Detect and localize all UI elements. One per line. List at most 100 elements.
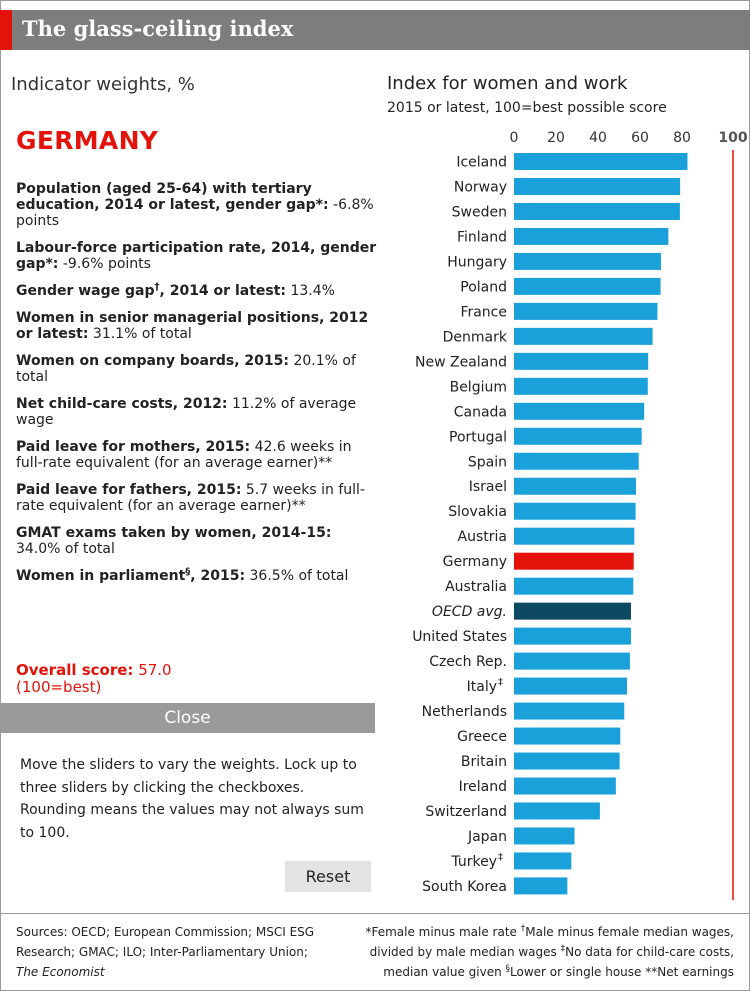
indicator-value: 36.5% of total	[249, 568, 349, 584]
bar	[514, 852, 572, 870]
category-label: Belgium	[450, 379, 507, 395]
indicator-footnote-mark: †	[154, 281, 160, 293]
indicator-label: GMAT exams taken by women, 2014-15:	[16, 525, 332, 541]
indicator-item: Net child-care costs, 2012: 11.2% of ave…	[16, 396, 378, 428]
indicator-label: Women in senior managerial positions, 20…	[16, 310, 369, 342]
indicator-value: 13.4%	[290, 283, 335, 299]
category-label: Netherlands	[422, 704, 507, 720]
x-tick-label: 60	[631, 130, 649, 146]
category-label: Israel	[469, 479, 507, 495]
category-label: Japan	[467, 829, 507, 845]
category-label: OECD avg.	[432, 604, 507, 620]
indicator-item: GMAT exams taken by women, 2014-15: 34.0…	[16, 525, 378, 557]
category-label: Italy	[467, 679, 497, 695]
indicator-item: Gender wage gap†, 2014 or latest: 13.4%	[16, 281, 378, 299]
indicator-value: 11.2% of average wage	[16, 396, 357, 428]
indicator-label: Labour-force participation rate, 2014, g…	[16, 240, 377, 272]
footer-divider	[0, 913, 750, 914]
category-label: Turkey	[450, 854, 497, 870]
category-label: Denmark	[443, 329, 508, 345]
bar	[514, 302, 658, 320]
indicator-item: Paid leave for mothers, 2015: 42.6 weeks…	[16, 439, 378, 471]
bar	[514, 227, 669, 245]
footnotes: *Female minus male rate †Male minus fema…	[359, 922, 734, 982]
bar	[514, 252, 661, 270]
category-label: Iceland	[456, 155, 507, 171]
indicator-footnote-mark: §	[185, 566, 191, 578]
indicator-label: Women in parliament	[16, 568, 186, 584]
category-label: Slovakia	[448, 504, 507, 520]
bar	[514, 627, 631, 645]
x-tick-label: 40	[589, 130, 607, 146]
page-title: The glass-ceiling index	[22, 16, 294, 41]
bar	[514, 552, 634, 570]
footnote-text: *Female minus male rate	[365, 925, 521, 939]
bar	[514, 177, 681, 195]
bar	[514, 527, 635, 545]
indicator-value: -9.6% points	[62, 256, 151, 272]
category-label: Austria	[458, 529, 507, 545]
indicator-label: Population (aged 25-64) with tertiary ed…	[16, 181, 329, 213]
bar	[514, 652, 630, 670]
bar	[514, 477, 637, 495]
x-tick-label: 0	[510, 130, 519, 146]
bar	[514, 602, 631, 620]
overall-score-note: (100=best)	[16, 678, 102, 696]
category-label: South Korea	[422, 879, 507, 895]
bar	[514, 502, 636, 520]
bar	[514, 577, 634, 595]
bar	[514, 752, 620, 770]
indicator-value: 20.1% of total	[16, 353, 356, 385]
category-label: Switzerland	[425, 804, 507, 820]
chart-subtitle: 2015 or latest, 100=best possible score	[387, 100, 667, 116]
indicator-list: Population (aged 25-64) with tertiary ed…	[16, 181, 378, 595]
country-name: GERMANY	[16, 126, 159, 155]
indicator-value: 42.6 weeks in full-rate equivalent (for …	[16, 439, 352, 471]
overall-score-label: Overall score:	[16, 661, 134, 679]
indicator-value: 31.1% of total	[92, 326, 192, 342]
indicator-item: Labour-force participation rate, 2014, g…	[16, 240, 378, 272]
bar	[514, 877, 568, 895]
category-label: Spain	[468, 454, 507, 470]
x-tick-label: 80	[673, 130, 691, 146]
indicator-value: 5.7 weeks in full-rate equivalent (for a…	[16, 482, 365, 514]
header-bar: The glass-ceiling index	[0, 10, 750, 50]
indicator-label: Women on company boards, 2015:	[16, 353, 289, 369]
bar	[514, 153, 688, 170]
footnote-text: No data for child-care costs, median val…	[383, 945, 734, 979]
chart-title: Index for women and work	[387, 73, 628, 94]
indicator-weights-title: Indicator weights, %	[11, 74, 195, 95]
category-label: Australia	[445, 579, 507, 595]
footnote-mark: ‡	[560, 944, 566, 954]
indicator-item: Women in senior managerial positions, 20…	[16, 310, 378, 342]
category-label: Norway	[454, 179, 507, 195]
category-label: Hungary	[447, 254, 507, 270]
category-label: Portugal	[449, 429, 507, 445]
indicator-value: 34.0% of total	[16, 541, 115, 557]
category-label: Czech Rep.	[429, 654, 507, 670]
indicator-value: -6.8% points	[16, 197, 374, 229]
close-button[interactable]: Close	[0, 703, 375, 733]
indicator-label-suffix: , 2014 or latest:	[159, 283, 287, 299]
category-footnote-mark: ‡	[498, 677, 503, 688]
category-label: Sweden	[452, 204, 507, 220]
footnote-text: Male minus female median wages, divided …	[369, 925, 734, 959]
category-label: Britain	[461, 754, 507, 770]
category-label: France	[460, 304, 507, 320]
category-label: New Zealand	[415, 354, 507, 370]
category-label: Finland	[457, 229, 507, 245]
x-tick-label: 100	[718, 130, 747, 146]
instructions-text: Move the sliders to vary the weights. Lo…	[20, 757, 364, 841]
indicator-item: Women in parliament§, 2015: 36.5% of tot…	[16, 566, 378, 584]
bar	[514, 827, 575, 845]
indicator-label: Paid leave for mothers, 2015:	[16, 439, 251, 455]
reset-button[interactable]: Reset	[285, 861, 371, 892]
indicator-item: Paid leave for fathers, 2015: 5.7 weeks …	[16, 482, 378, 514]
bar	[514, 777, 616, 795]
bar	[514, 377, 648, 395]
indicator-label: Paid leave for fathers, 2015:	[16, 482, 242, 498]
bar	[514, 402, 645, 420]
bar	[514, 727, 621, 745]
category-label: Canada	[454, 404, 507, 420]
bar	[514, 352, 649, 370]
